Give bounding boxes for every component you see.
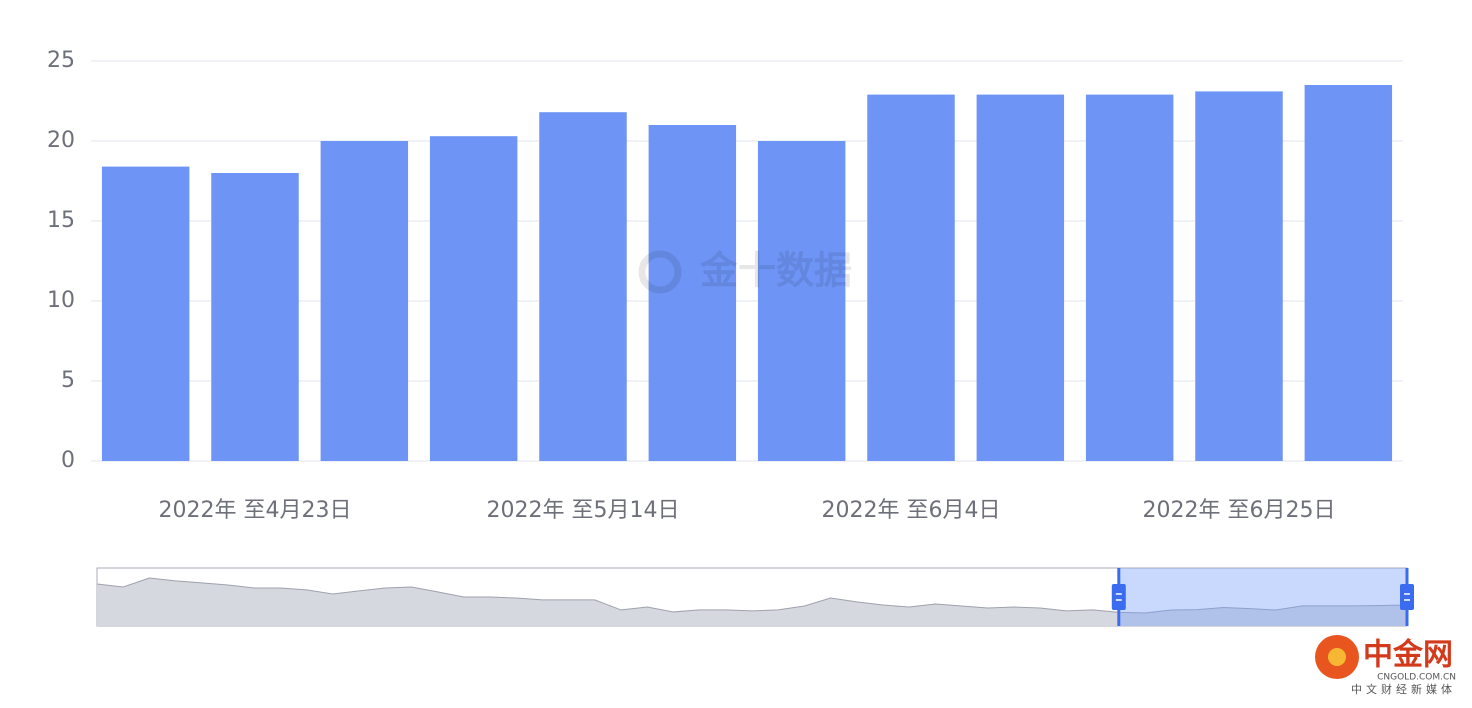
y-tick-label: 5 — [61, 368, 75, 393]
brand-logo-inner — [1328, 648, 1346, 666]
watermark: 金十数据 — [638, 249, 852, 294]
slider-window — [1118, 568, 1407, 626]
bar — [101, 166, 190, 461]
x-tick-label: 2022年 至5月14日 — [487, 498, 680, 523]
y-tick-label: 25 — [47, 48, 75, 73]
watermark-icon — [638, 250, 682, 294]
bar — [867, 94, 955, 461]
bar — [429, 136, 518, 461]
bar — [539, 112, 627, 461]
bar — [648, 125, 737, 461]
slider-handle — [1400, 584, 1414, 610]
brand-name: 中金网 — [1363, 638, 1453, 673]
x-tick-label: 2022年 至6月25日 — [1143, 498, 1336, 523]
y-tick-label: 20 — [47, 128, 75, 153]
branding: 中金网 CNGOLD.COM.CN 中文财经新媒体 — [1315, 635, 1456, 696]
bar — [1195, 91, 1283, 462]
bar — [1085, 94, 1174, 461]
bar — [976, 94, 1065, 461]
overview-area — [97, 578, 1407, 626]
x-tick-label: 2022年 至4月23日 — [159, 498, 352, 523]
bar — [1304, 85, 1393, 461]
y-tick-label: 15 — [47, 208, 75, 233]
slider-handle — [1111, 584, 1126, 610]
brand-domain: CNGOLD.COM.CN — [1377, 673, 1456, 683]
bars — [91, 60, 1403, 462]
brand-tagline: 中文财经新媒体 — [1351, 682, 1456, 696]
watermark-text: 金十数据 — [699, 249, 852, 293]
overview-line — [96, 577, 1408, 614]
bar — [757, 141, 846, 461]
bar — [320, 141, 409, 461]
y-tick-label: 0 — [61, 448, 75, 473]
x-tick-label: 2022年 至6月4日 — [822, 498, 1001, 523]
bar — [211, 173, 299, 461]
y-tick-label: 10 — [47, 288, 75, 313]
